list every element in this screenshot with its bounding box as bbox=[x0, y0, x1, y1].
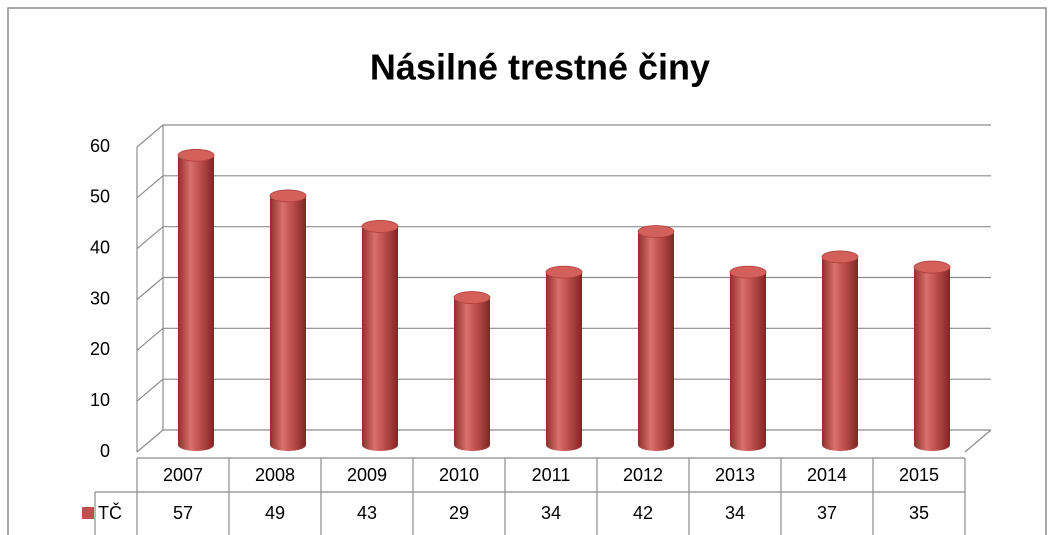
y-tick-label: 20 bbox=[90, 339, 110, 359]
table-value: 34 bbox=[541, 503, 561, 523]
bar-top bbox=[453, 291, 491, 304]
bar-top bbox=[177, 148, 215, 162]
legend-key bbox=[82, 507, 94, 519]
bar bbox=[454, 297, 490, 451]
grid-line bbox=[136, 429, 991, 453]
y-tick-label: 60 bbox=[90, 136, 110, 156]
bar-top bbox=[729, 265, 767, 279]
grid-line bbox=[136, 276, 991, 300]
grid-line bbox=[136, 175, 991, 199]
table-value: 49 bbox=[265, 503, 285, 523]
chart-title: Násilné trestné činy bbox=[370, 47, 710, 88]
y-tick-label: 30 bbox=[90, 288, 110, 308]
table-value: 43 bbox=[357, 503, 377, 523]
x-tick-label: 2012 bbox=[623, 465, 663, 485]
y-tick-label: 50 bbox=[90, 187, 110, 207]
y-tick-label: 10 bbox=[90, 390, 110, 410]
bar-top bbox=[545, 265, 583, 279]
x-tick-label: 2013 bbox=[715, 465, 755, 485]
bar-top bbox=[269, 189, 307, 203]
bar bbox=[270, 195, 306, 451]
bar bbox=[362, 226, 398, 451]
x-tick-label: 2009 bbox=[347, 465, 387, 485]
table-value: 57 bbox=[173, 503, 193, 523]
grid-line bbox=[136, 378, 991, 402]
table-value: 35 bbox=[909, 503, 929, 523]
x-tick-label: 2010 bbox=[439, 465, 479, 485]
bar-top bbox=[637, 225, 675, 238]
bar bbox=[822, 256, 858, 451]
chart-border bbox=[7, 7, 1047, 535]
table-value: 29 bbox=[449, 503, 469, 523]
floor-edge bbox=[964, 429, 992, 453]
bar bbox=[546, 272, 582, 451]
bar-top bbox=[913, 260, 951, 274]
grid-line bbox=[136, 124, 991, 148]
bar bbox=[638, 231, 674, 451]
bar-top bbox=[361, 220, 399, 233]
table-value: 37 bbox=[817, 503, 837, 523]
table-value: 34 bbox=[725, 503, 745, 523]
x-tick-label: 2008 bbox=[255, 465, 295, 485]
bar bbox=[178, 155, 214, 451]
x-tick-label: 2011 bbox=[532, 465, 571, 485]
y-tick-label: 40 bbox=[90, 237, 110, 257]
x-tick-label: 2015 bbox=[899, 465, 939, 485]
table-value: 42 bbox=[633, 503, 653, 523]
grid-line bbox=[136, 226, 991, 250]
grid-line bbox=[136, 327, 991, 351]
x-tick-label: 2007 bbox=[163, 465, 203, 485]
bar bbox=[914, 267, 950, 451]
bar-top bbox=[821, 250, 859, 264]
y-tick-label: 0 bbox=[100, 441, 110, 461]
bar bbox=[730, 272, 766, 451]
x-tick-label: 2014 bbox=[807, 465, 847, 485]
legend-label: TČ bbox=[98, 502, 122, 523]
